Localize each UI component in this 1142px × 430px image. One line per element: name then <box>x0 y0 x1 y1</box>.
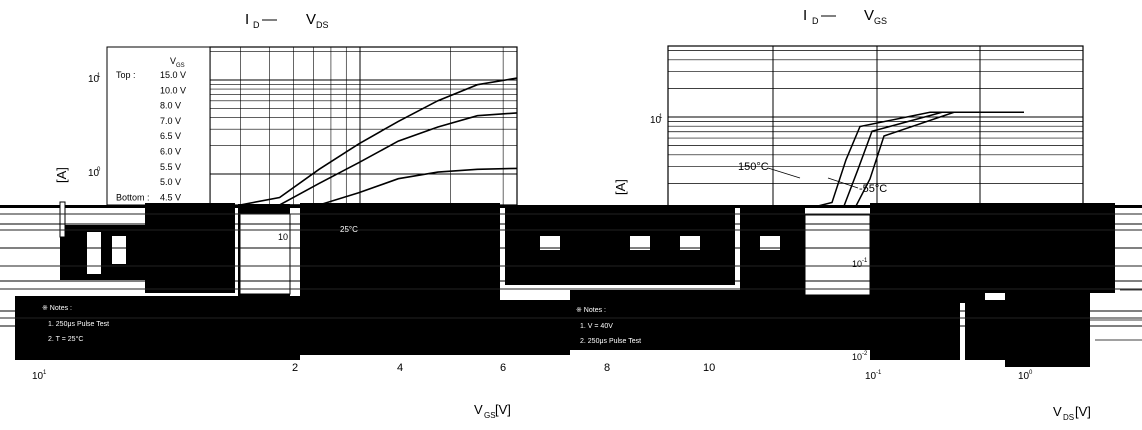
notes-left-0: ※ Notes : <box>42 305 72 312</box>
c2-xtick-0: 2 <box>292 362 298 374</box>
c2-xtick-2: 6 <box>500 362 506 374</box>
chart1-ylabel: [A] <box>54 167 69 183</box>
notes-middle: ※ Notes : 1. V = 40V 2. 250μs Pulse Test <box>576 307 641 345</box>
chart1-title-dash: — <box>262 11 277 28</box>
chart2-x-axis: 2 4 6 8 10 V GS [V] <box>292 362 715 420</box>
c3-xtick-base-1: 10 <box>1018 371 1030 382</box>
chart2-grid <box>668 46 1083 206</box>
annotation-minus55c: -55°C <box>859 183 887 195</box>
notes-left: ※ Notes : 1. 250μs Pulse Test 2. T = 25°… <box>42 305 109 343</box>
legend-value-0: 15.0 V <box>160 70 186 80</box>
c1-ytick-exp-0: 1 <box>97 73 101 79</box>
notes-left-1: 1. 250μs Pulse Test <box>48 321 109 328</box>
c3-xtick-exp-1: 0 <box>1029 370 1033 376</box>
c3-xtick-base-0: 10 <box>865 371 877 382</box>
c1-series-1 <box>240 112 518 206</box>
c3-ytick-base-0: 10 <box>852 259 862 269</box>
c1-xtick-exp-0: 1 <box>43 370 47 376</box>
notes-mid-1: 1. V = 40V <box>580 323 613 330</box>
chart1-title-sub1: D <box>253 20 260 30</box>
c3-xlabel-unit: [V] <box>1075 404 1091 419</box>
chart1-title-sub2: DS <box>316 20 329 30</box>
chart1-title: I D — V DS <box>245 11 329 30</box>
chart2-title-main2: V <box>864 7 874 24</box>
annotation-25c: 25°C <box>340 225 358 234</box>
chart2-title-dash: — <box>821 7 836 24</box>
chart1-grid <box>210 47 517 205</box>
chart1-title-main2: V <box>306 11 316 28</box>
c1-xtick-0: 10 <box>32 371 44 382</box>
chart1-plot-frame <box>209 46 518 206</box>
chart2-annotations: 150°C -55°C <box>738 161 887 195</box>
c1-series-0 <box>239 77 518 206</box>
c1-ytick-exp-1: 0 <box>97 167 101 173</box>
chart1-legend: V GS Top : 15.0 V 10.0 V 8.0 V 7.0 V 6.5 V 6.0… <box>106 46 211 206</box>
legend-label-0: Top : <box>116 70 136 80</box>
legend-entries: Top : 15.0 V 10.0 V 8.0 V 7.0 V 6.5 V 6.0 V 5.5… <box>116 70 186 202</box>
c3-ytick-base-1: 10 <box>852 352 862 362</box>
chart3-x-axis: 10 -1 10 0 V DS [V] <box>865 370 1091 422</box>
chart1-x-axis: 10 1 <box>32 370 47 382</box>
legend-header-main: V <box>170 56 176 66</box>
chart1-title-main: I <box>245 11 249 28</box>
c2-xlabel-sub: GS <box>484 411 496 420</box>
c2-xlabel-main: V <box>474 402 483 417</box>
band-tick-labels: 10 25°C 10 10 -1 10 -2 <box>278 225 868 362</box>
c3-xlabel-sub: DS <box>1063 413 1074 422</box>
c2-xlabel-unit: [V] <box>495 402 511 417</box>
notes-mid-2: 2. 250μs Pulse Test <box>580 338 641 345</box>
c2-ytick-exp-0: 1 <box>659 114 663 120</box>
band-tick-bottom: 10 <box>278 351 288 361</box>
legend-header-sub: GS <box>176 63 185 69</box>
scan-artifact-band <box>0 201 1142 367</box>
legend-value-1: 10.0 V <box>160 85 186 95</box>
chart2-title-sub2: GS <box>874 16 887 26</box>
c1-ytick-base-0: 10 <box>88 74 100 85</box>
legend-value-4: 6.5 V <box>160 131 181 141</box>
legend-value-6: 5.5 V <box>160 162 181 172</box>
legend-label-8: Bottom : <box>116 192 150 202</box>
legend-value-3: 7.0 V <box>160 116 181 126</box>
annotation-150c: 150°C <box>738 161 769 173</box>
legend-value-8: 4.5 V <box>160 192 181 202</box>
band-tick-10: 10 <box>278 232 288 242</box>
legend-value-5: 6.0 V <box>160 147 181 157</box>
legend-value-2: 8.0 V <box>160 101 181 111</box>
c3-ytick-exp-1: -2 <box>862 351 868 357</box>
c2-xtick-3: 8 <box>604 362 610 374</box>
c2-xtick-1: 4 <box>397 362 403 374</box>
chart2-title-sub1: D <box>812 16 819 26</box>
c3-ytick-exp-0: -1 <box>862 258 868 264</box>
chart2-y-axis: 10 1 [A] <box>613 114 663 195</box>
c3-xlabel-main: V <box>1053 404 1062 419</box>
c3-xtick-exp-0: -1 <box>876 370 882 376</box>
notes-left-2: 2. T = 25°C <box>48 335 83 343</box>
c2-ytick-base-0: 10 <box>650 115 662 126</box>
chart1-y-axis: 10 1 10 0 [A] <box>54 73 101 183</box>
chart2-plot-frame <box>667 45 1084 207</box>
legend-value-7: 5.0 V <box>160 177 181 187</box>
chart2-title-main: I <box>803 7 807 24</box>
band-lines <box>0 213 1142 341</box>
chart2-ylabel: [A] <box>613 179 628 195</box>
c1-ytick-base-1: 10 <box>88 168 100 179</box>
notes-mid-0: ※ Notes : <box>576 307 606 314</box>
chart2-title: I D — V GS <box>803 7 887 26</box>
c2-xtick-4: 10 <box>703 362 715 374</box>
